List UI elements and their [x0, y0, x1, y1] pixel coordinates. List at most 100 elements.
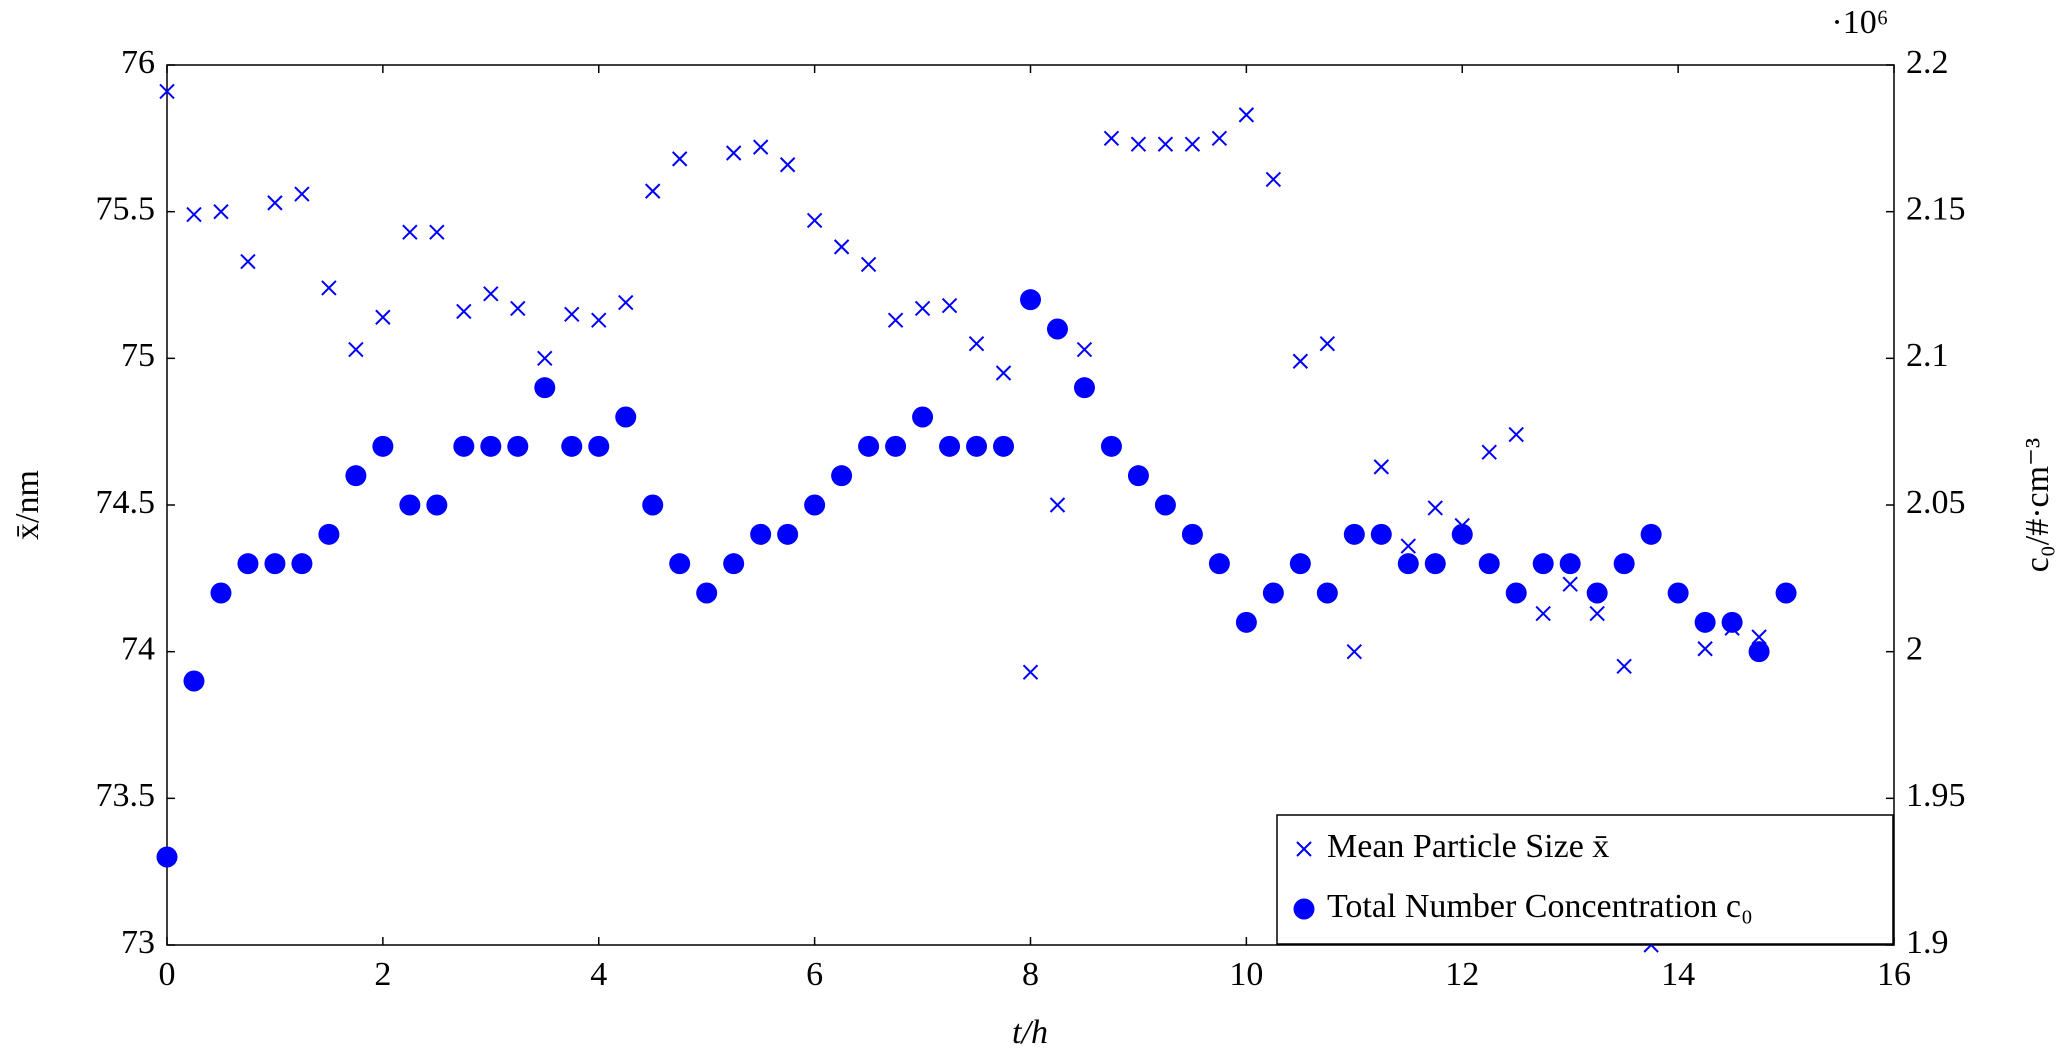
- point: [1748, 641, 1770, 663]
- y-tick-label: 74.5: [96, 484, 156, 521]
- x-tick-label: 14: [1661, 956, 1695, 993]
- point: [941, 297, 958, 314]
- point: [1694, 611, 1716, 633]
- point: [966, 435, 988, 457]
- point: [912, 406, 934, 428]
- y2-tick-label: 1.9: [1906, 924, 1949, 961]
- x-tick-label: 10: [1229, 956, 1263, 993]
- point: [1481, 444, 1497, 460]
- point: [456, 303, 472, 320]
- y-tick-label: 73: [121, 924, 155, 961]
- point: [372, 435, 394, 457]
- point: [1427, 500, 1443, 516]
- point: [1346, 643, 1363, 660]
- point: [1562, 576, 1578, 592]
- point: [723, 553, 745, 575]
- point: [1181, 523, 1203, 545]
- point: [1076, 341, 1093, 358]
- x-axis-label: t/h: [1012, 1014, 1048, 1051]
- point: [1616, 658, 1632, 675]
- point: [777, 523, 799, 545]
- point: [588, 435, 610, 457]
- point: [1316, 582, 1338, 604]
- point: [1373, 459, 1390, 475]
- point: [375, 309, 391, 325]
- y2-tick-label: 2.05: [1906, 484, 1966, 521]
- point: [1292, 353, 1309, 369]
- point: [345, 465, 367, 487]
- legend-box: [1276, 814, 1894, 945]
- point: [537, 350, 553, 367]
- x-tick-label: 8: [1022, 956, 1039, 993]
- y-axis-label: x̄/nm: [9, 470, 46, 540]
- point: [483, 286, 499, 302]
- point: [1535, 605, 1551, 622]
- point: [1103, 130, 1120, 147]
- x-tick-label: 6: [806, 956, 823, 993]
- point: [1238, 107, 1255, 123]
- point: [669, 553, 691, 575]
- point: [507, 435, 529, 457]
- point: [1667, 582, 1689, 604]
- x-tick-label: 12: [1445, 956, 1479, 993]
- legend-label: Total Number Concentration c₀: [1327, 888, 1753, 925]
- point: [291, 553, 313, 575]
- y-tick-label: 75: [121, 337, 155, 374]
- y2-tick-label: 2: [1906, 630, 1923, 667]
- point: [914, 300, 931, 317]
- y2-tick-label: 1.95: [1906, 777, 1966, 814]
- y-tick-label: 75.5: [96, 190, 156, 227]
- legend-label: Mean Particle Size x̄: [1327, 828, 1609, 865]
- point: [1211, 130, 1228, 147]
- point: [968, 335, 985, 352]
- point: [1532, 553, 1554, 575]
- point: [186, 206, 202, 223]
- point: [348, 341, 364, 358]
- point: [1775, 582, 1797, 604]
- y2-tick-label: 2.1: [1906, 337, 1949, 374]
- point: [264, 553, 286, 575]
- point: [1157, 136, 1174, 152]
- point: [453, 435, 475, 457]
- point: [1154, 494, 1176, 516]
- point: [321, 280, 337, 296]
- point: [1697, 641, 1713, 657]
- point: [561, 435, 583, 457]
- point: [1046, 318, 1068, 340]
- point: [831, 465, 853, 487]
- point: [1478, 553, 1500, 575]
- point: [1751, 629, 1767, 645]
- point: [1022, 664, 1039, 680]
- point: [237, 553, 259, 575]
- point: [1370, 523, 1392, 545]
- point: [1343, 523, 1365, 545]
- point: [696, 582, 718, 604]
- y-tick-label: 74: [121, 630, 155, 667]
- point: [1559, 553, 1581, 575]
- point: [1586, 582, 1608, 604]
- point: [1640, 523, 1662, 545]
- point: [618, 294, 634, 311]
- point: [858, 435, 880, 457]
- point: [671, 151, 688, 167]
- point: [1100, 435, 1122, 457]
- y2-axis-label: c₀/#·cm⁻³: [2019, 438, 2056, 572]
- x-tick-label: 2: [374, 956, 391, 993]
- point: [833, 239, 850, 255]
- point: [939, 435, 961, 457]
- point: [156, 846, 178, 868]
- point: [210, 582, 232, 604]
- point: [1451, 523, 1473, 545]
- point: [1073, 377, 1095, 399]
- plot-frame: [166, 64, 1895, 946]
- x-tick-label: 4: [590, 956, 607, 993]
- point: [615, 406, 637, 428]
- point: [564, 306, 580, 323]
- point: [1130, 136, 1147, 152]
- point: [1020, 289, 1041, 311]
- point: [752, 139, 769, 155]
- point: [993, 435, 1015, 457]
- point: [1721, 611, 1743, 633]
- point: [887, 312, 904, 328]
